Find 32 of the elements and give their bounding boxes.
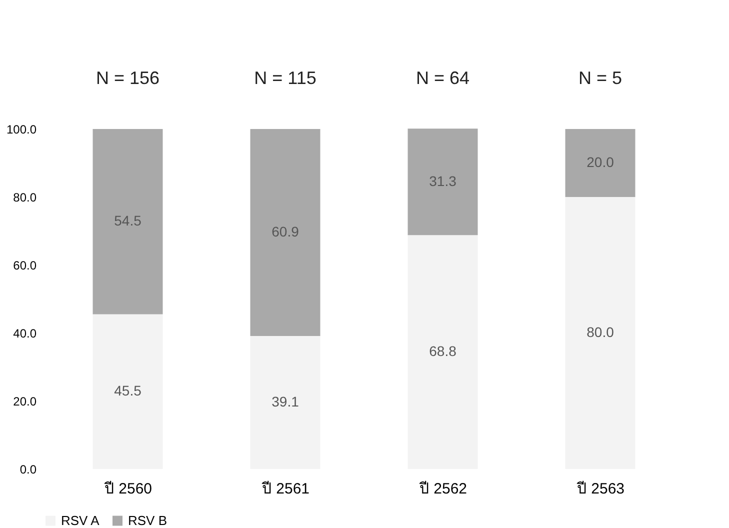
bar bbox=[92, 129, 163, 314]
x-tick-label: ปี 2560 bbox=[103, 480, 152, 498]
y-tick-label: 60.0 bbox=[13, 258, 37, 272]
legend-label: RSV B bbox=[128, 512, 168, 528]
x-tick-label: ปี 2561 bbox=[260, 480, 310, 498]
data-label: 80.0 bbox=[586, 324, 614, 340]
bar bbox=[565, 197, 636, 469]
y-tick-label: 80.0 bbox=[13, 190, 37, 204]
x-tick-label: ปี 2563 bbox=[576, 480, 625, 498]
data-label: 20.0 bbox=[586, 154, 614, 170]
bar bbox=[408, 128, 478, 236]
y-tick-label: 40.0 bbox=[13, 326, 37, 340]
text: N = 156 bbox=[96, 68, 160, 88]
text: N = 64 bbox=[416, 68, 470, 88]
data-label: 54.5 bbox=[114, 212, 142, 229]
bar bbox=[92, 314, 163, 469]
y-tick-label: 0.0 bbox=[20, 462, 37, 476]
x-tick-label: ปี 2562 bbox=[418, 480, 468, 498]
data-label: 31.3 bbox=[429, 172, 457, 189]
bar bbox=[565, 129, 636, 197]
data-label: 68.8 bbox=[429, 343, 457, 360]
bar bbox=[250, 336, 320, 469]
bar bbox=[250, 129, 320, 336]
data-label: 60.9 bbox=[272, 224, 300, 240]
bar bbox=[408, 235, 478, 469]
legend-label: RSV A bbox=[61, 512, 100, 528]
text: N = 115 bbox=[254, 68, 316, 88]
y-tick-label: 100.0 bbox=[6, 122, 37, 136]
data-label: 39.1 bbox=[272, 394, 300, 410]
y-tick-label: 20.0 bbox=[13, 394, 37, 408]
text: N = 5 bbox=[578, 68, 622, 88]
data-label: 45.5 bbox=[114, 382, 142, 399]
